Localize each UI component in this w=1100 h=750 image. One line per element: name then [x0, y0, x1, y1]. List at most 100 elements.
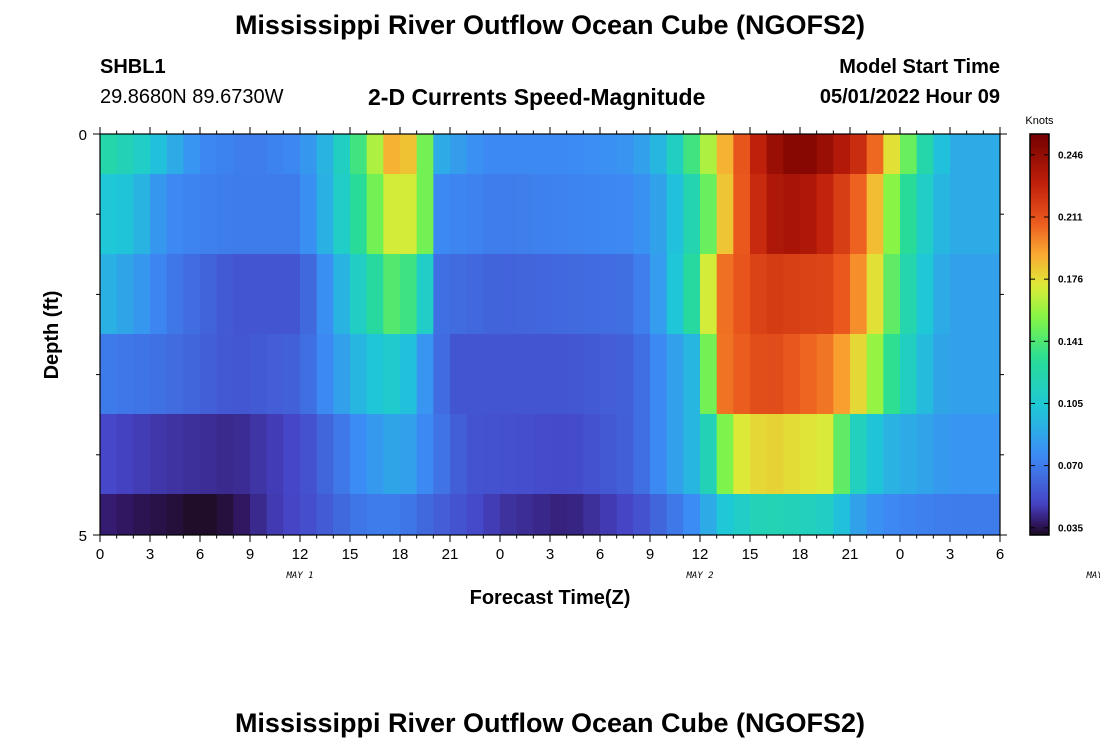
- heat-cell: [683, 254, 701, 334]
- heat-cell: [916, 134, 934, 174]
- heat-cell: [150, 134, 168, 174]
- heat-cell: [816, 494, 834, 535]
- heat-cell: [266, 494, 284, 535]
- heat-cell: [733, 414, 751, 494]
- heat-cell: [666, 254, 684, 334]
- heat-cell: [866, 134, 884, 174]
- heat-cell: [383, 174, 401, 254]
- heat-cell: [733, 254, 751, 334]
- heat-cell: [566, 134, 584, 174]
- heat-cell: [866, 254, 884, 334]
- heat-cell: [516, 414, 534, 494]
- heat-cell: [416, 494, 434, 535]
- chart-subtitle: 2-D Currents Speed-Magnitude: [368, 84, 706, 110]
- heat-cell: [850, 334, 868, 414]
- heat-cell: [700, 414, 718, 494]
- colorbar-tick-label: 0.105: [1058, 399, 1083, 410]
- heat-cell: [866, 494, 884, 535]
- heat-cell: [500, 494, 518, 535]
- heat-cell: [583, 174, 601, 254]
- heat-cell: [183, 334, 201, 414]
- heat-cell: [416, 414, 434, 494]
- heat-cell: [300, 334, 318, 414]
- heat-cell: [650, 414, 668, 494]
- heat-cell: [316, 254, 334, 334]
- heat-cell: [783, 174, 801, 254]
- heat-cell: [566, 174, 584, 254]
- heat-cell: [850, 494, 868, 535]
- heat-cell: [950, 134, 968, 174]
- heat-cell: [483, 254, 501, 334]
- x-tick-label: 18: [792, 546, 809, 563]
- heat-cell: [333, 494, 351, 535]
- heat-cell: [450, 414, 468, 494]
- heatmap-chart: 0 3 6 9 12 15 18 21 0 3 6 9 12 15 18 21 0 3 6 MAY 1 MAY 2 MAY…: [41, 115, 1100, 609]
- heat-cell: [750, 494, 768, 535]
- heat-cell: [833, 334, 851, 414]
- colorbar-unit: Knots: [1025, 115, 1054, 127]
- heat-cell: [266, 254, 284, 334]
- heat-cell: [533, 134, 551, 174]
- heat-cell: [483, 134, 501, 174]
- heat-cell: [283, 174, 301, 254]
- heat-cell: [483, 174, 501, 254]
- heat-cell: [450, 334, 468, 414]
- heat-cell: [950, 334, 968, 414]
- heat-cell: [250, 134, 268, 174]
- heat-cell: [366, 494, 384, 535]
- heat-cell: [950, 494, 968, 535]
- heat-cell: [666, 334, 684, 414]
- heat-cell: [266, 174, 284, 254]
- colorbar-tick-label: 0.035: [1058, 523, 1083, 534]
- heat-cell: [166, 334, 184, 414]
- heat-cell: [933, 334, 951, 414]
- x-tick-label: 3: [946, 546, 954, 563]
- heat-cell: [383, 254, 401, 334]
- heat-cell: [700, 134, 718, 174]
- heat-cell: [133, 414, 151, 494]
- x-tick-label: 9: [646, 546, 654, 563]
- y-tick-label: 0: [79, 127, 87, 144]
- heat-cell: [933, 494, 951, 535]
- heat-cell: [133, 494, 151, 535]
- heat-cell: [150, 254, 168, 334]
- heat-cell: [933, 414, 951, 494]
- x-tick-label: 15: [742, 546, 759, 563]
- heat-cell: [566, 414, 584, 494]
- heat-cell: [100, 334, 118, 414]
- heat-cell: [150, 334, 168, 414]
- heat-cell: [216, 494, 234, 535]
- heat-cell: [166, 414, 184, 494]
- heat-cell: [916, 254, 934, 334]
- heat-cell: [266, 334, 284, 414]
- heat-cell: [116, 134, 134, 174]
- heat-cell: [916, 494, 934, 535]
- heat-cell: [466, 134, 484, 174]
- heat-cell: [366, 334, 384, 414]
- heat-cell: [633, 494, 651, 535]
- colorbar-tick-label: 0.246: [1058, 150, 1083, 161]
- heat-cell: [300, 174, 318, 254]
- heat-cell: [333, 334, 351, 414]
- heat-cell: [316, 414, 334, 494]
- heat-cell: [616, 334, 634, 414]
- heat-cell: [583, 494, 601, 535]
- heat-cell: [983, 334, 1001, 414]
- heat-cell: [883, 414, 901, 494]
- heat-cell: [283, 334, 301, 414]
- heat-cell: [600, 334, 618, 414]
- heat-cell: [166, 254, 184, 334]
- heat-cell: [550, 134, 568, 174]
- heat-cell: [633, 174, 651, 254]
- heat-cell: [850, 134, 868, 174]
- heat-cell: [116, 254, 134, 334]
- heat-cell: [583, 414, 601, 494]
- heat-cell: [950, 414, 968, 494]
- heat-cell: [566, 494, 584, 535]
- heat-cell: [916, 334, 934, 414]
- heat-cell: [716, 494, 734, 535]
- x-tick-label: 12: [292, 546, 309, 563]
- heat-cell: [266, 134, 284, 174]
- heat-cell: [700, 494, 718, 535]
- repeated-chart-title: Mississippi River Outflow Ocean Cube (NG…: [234, 708, 866, 738]
